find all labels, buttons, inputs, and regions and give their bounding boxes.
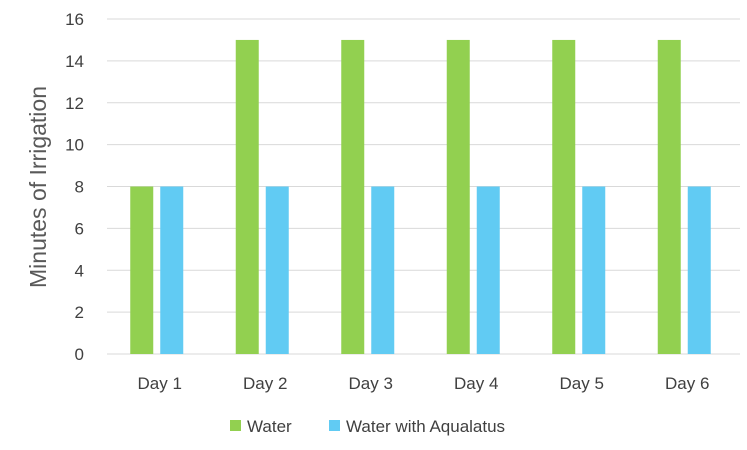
- x-tick-label: Day 2: [243, 374, 287, 393]
- x-tick-label: Day 1: [138, 374, 182, 393]
- y-tick-label: 4: [75, 261, 84, 280]
- y-tick-label: 12: [65, 94, 84, 113]
- legend: Water Water with Aqualatus: [230, 417, 505, 436]
- x-tick-label: Day 3: [349, 374, 393, 393]
- legend-label: Water: [247, 417, 292, 436]
- legend-label: Water with Aqualatus: [346, 417, 505, 436]
- bar-water-with-aqualatus-6: [687, 186, 711, 354]
- legend-swatch: [230, 420, 241, 431]
- x-axis-ticks: Day 1 Day 2 Day 3 Day 4 Day 5 Day 6: [138, 374, 710, 393]
- y-tick-label: 16: [65, 10, 84, 29]
- bar-water-2: [235, 39, 259, 354]
- x-tick-label: Day 5: [560, 374, 604, 393]
- bar-water-with-aqualatus-3: [371, 186, 395, 354]
- y-tick-label: 10: [65, 136, 84, 155]
- bar-water-with-aqualatus-4: [476, 186, 500, 354]
- y-tick-label: 0: [75, 345, 84, 364]
- bar-water-with-aqualatus-1: [160, 186, 184, 354]
- legend-swatch: [329, 420, 340, 431]
- bar-water-with-aqualatus-2: [265, 186, 289, 354]
- bar-water-6: [657, 39, 681, 354]
- y-tick-label: 6: [75, 219, 84, 238]
- bar-water-5: [552, 39, 576, 354]
- gridlines: [107, 18, 740, 355]
- y-axis-ticks: 0 2 4 6 8 10 12 14 16: [65, 10, 84, 364]
- y-axis-label: Minutes of Irrigation: [25, 86, 51, 288]
- y-tick-label: 2: [75, 303, 84, 322]
- bar-water-1: [130, 186, 154, 354]
- x-tick-label: Day 6: [665, 374, 709, 393]
- y-tick-label: 14: [65, 52, 84, 71]
- bars: [130, 39, 711, 354]
- bar-water-with-aqualatus-5: [582, 186, 606, 354]
- bar-water-3: [341, 39, 365, 354]
- bar-water-4: [446, 39, 470, 354]
- y-tick-label: 8: [75, 178, 84, 197]
- x-tick-label: Day 4: [454, 374, 498, 393]
